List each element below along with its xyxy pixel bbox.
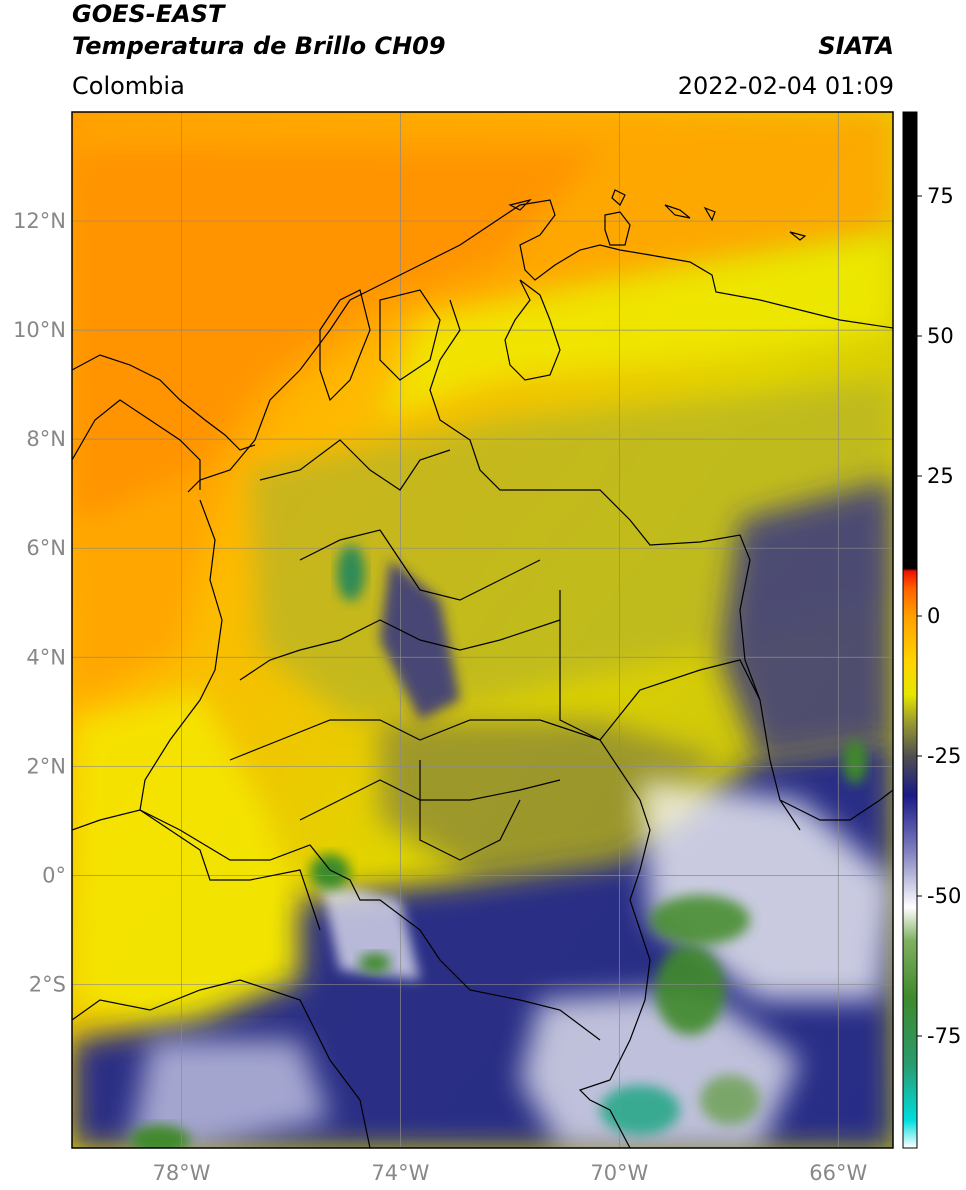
departments-7: [379, 289, 441, 381]
peru-brazil-border: [578, 1079, 631, 1148]
departments-3: [239, 619, 561, 681]
lat-tick-label: 4°N: [26, 645, 66, 669]
lake-maracaibo-outline: [504, 279, 561, 381]
product-title: Temperatura de Brillo CH09: [72, 32, 446, 60]
colorbar-tick-label: -75: [927, 1024, 961, 1048]
colorbar-tick-label: -50: [927, 884, 961, 908]
colorbar-tick-label: 25: [927, 464, 954, 488]
ecuador-border: [72, 809, 601, 1041]
caribbean-coastline: [187, 199, 893, 493]
venezuela-south: [779, 789, 893, 821]
ecuador-peru-border: [72, 979, 371, 1148]
lon-tick-label: 78°W: [152, 1161, 210, 1185]
lat-tick-label: 6°N: [26, 536, 66, 560]
map-frame: [71, 111, 894, 1149]
datetime-label: 2022-02-04 01:09: [677, 72, 894, 100]
satellite-title: GOES-EAST: [72, 0, 225, 28]
lat-tick-label: 2°N: [26, 754, 66, 778]
pacific-coastline: [139, 499, 321, 931]
lon-tick-label: 70°W: [590, 1161, 648, 1185]
lon-tick-label: 66°W: [809, 1161, 867, 1185]
latitude-labels: 12°N 10°N 8°N 6°N 4°N 2°N 0° 2°S: [13, 209, 66, 996]
brand-label: SIATA: [818, 32, 894, 60]
lat-tick-label: 12°N: [13, 209, 66, 233]
colorbar-tick-label: 75: [927, 184, 954, 208]
map-gridlines: [72, 112, 893, 1148]
colorbar-tick-label: 0: [927, 604, 940, 628]
departments-6: [319, 289, 371, 402]
brightness-temperature-field: [72, 112, 893, 1148]
colorbar-tick-label: 50: [927, 324, 954, 348]
lat-tick-label: 10°N: [13, 318, 66, 342]
departments-4: [229, 719, 601, 761]
lon-tick-label: 74°W: [371, 1161, 429, 1185]
panama-coastline: [72, 354, 256, 451]
lat-tick-label: 0°: [42, 863, 66, 887]
longitude-labels: 78°W 74°W 70°W 66°W: [152, 1161, 867, 1185]
panama-south-coast: [72, 399, 201, 490]
colorbar-tick-label: -25: [927, 744, 961, 768]
region-label: Colombia: [72, 72, 185, 100]
colorbar: [902, 111, 918, 1149]
lat-tick-label: 2°S: [29, 972, 66, 996]
islands-north: [508, 189, 807, 246]
colorbar-ticks: 75 50 25 0 -25 -50 -75: [917, 184, 961, 1048]
departments-2: [299, 529, 541, 601]
lat-tick-label: 8°N: [26, 427, 66, 451]
colombia-venezuela-border: [429, 299, 801, 831]
brazil-border-east: [599, 659, 761, 741]
country-borders: [72, 189, 893, 1148]
departments-1: [259, 439, 451, 491]
departments-8: [419, 760, 521, 861]
